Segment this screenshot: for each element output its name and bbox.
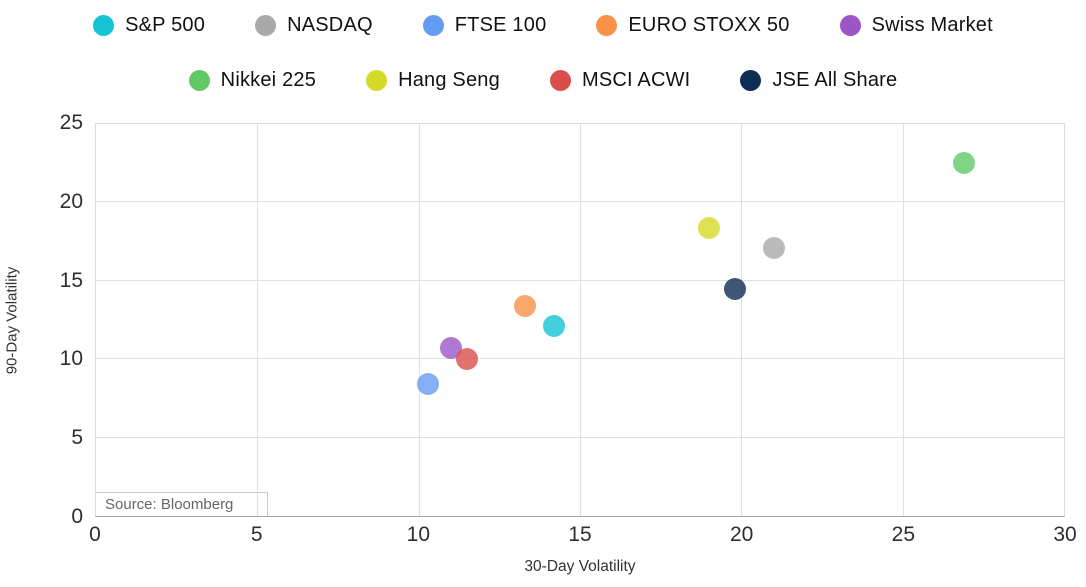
legend-item-jse-all-share[interactable]: JSE All Share [740, 69, 897, 92]
plot-area: Source: Bloomberg [95, 123, 1065, 517]
y-axis-ticks: 0 5 10 15 20 25 [0, 111, 83, 528]
y-tick-label: 10 [59, 347, 83, 371]
gridline-vertical [741, 124, 743, 516]
legend-swatch-ftse-100-icon [422, 14, 444, 36]
legend-item-hang-seng[interactable]: Hang Seng [366, 69, 500, 92]
gridline-vertical [418, 124, 420, 516]
legend-swatch-s-p-500-icon [93, 14, 115, 36]
gridline-horizontal [96, 358, 1064, 360]
y-tick-label: 15 [59, 268, 83, 292]
legend-item-s-p-500[interactable]: S&P 500 [93, 14, 205, 37]
legend-swatch-nikkei-225-icon [188, 69, 210, 91]
legend-swatch-nasdaq-icon [255, 14, 277, 36]
legend-swatch-jse-all-share-icon [740, 69, 762, 91]
x-axis-title: 30-Day Volatility [524, 558, 636, 575]
x-tick-label: 25 [891, 523, 916, 546]
point-hang-seng[interactable] [698, 216, 721, 239]
legend-swatch-msci-acwi-icon [549, 69, 571, 91]
legend-swatch-euro-stoxx-50-icon [596, 14, 618, 36]
gridline-horizontal [96, 436, 1064, 438]
source-note: Source: Bloomberg [105, 496, 234, 513]
x-axis-ticks: 0 5 10 15 20 25 30 [89, 523, 1077, 547]
source-annotation-box: Source: Bloomberg [96, 492, 268, 516]
point-euro-stoxx-50[interactable] [514, 294, 537, 317]
point-nasdaq[interactable] [762, 236, 785, 259]
legend-label: MSCI ACWI [581, 68, 691, 91]
y-axis-title: 90-Day Volatility [3, 266, 21, 375]
legend-row-2: Nikkei 225 Hang Seng MSCI ACWI JSE All Shar… [0, 66, 1086, 94]
legend-label: S&P 500 [125, 13, 206, 36]
y-tick-label: 25 [59, 111, 83, 134]
legend-label: Hang Seng [398, 68, 500, 91]
legend-label: Swiss Market [871, 13, 993, 36]
legend-label: JSE All Share [772, 68, 898, 91]
legend-item-ftse-100[interactable]: FTSE 100 [422, 13, 547, 37]
point-s-p-500[interactable] [543, 315, 566, 338]
gridline-vertical [257, 124, 259, 516]
legend-item-euro-stoxx-50[interactable]: EURO STOXX 50 [596, 14, 789, 37]
y-tick-label: 5 [71, 426, 83, 450]
x-tick-label: 10 [406, 523, 431, 546]
gridline-horizontal [96, 279, 1064, 281]
legend-item-swiss-market[interactable]: Swiss Market [839, 13, 993, 37]
x-tick-label: 20 [729, 523, 754, 546]
point-jse-all-share[interactable] [723, 277, 746, 300]
legend-label: Nikkei 225 [220, 68, 317, 91]
gridline-vertical [902, 124, 904, 516]
legend-label: FTSE 100 [454, 13, 547, 36]
legend-label: EURO STOXX 50 [628, 13, 790, 36]
point-ftse-100[interactable] [417, 373, 440, 396]
chart-legend: S&P 500 NASDAQ FTSE 100 EURO STOXX 50 Swiss … [0, 0, 1086, 94]
y-tick-label: 20 [59, 189, 83, 213]
point-msci-acwi[interactable] [456, 348, 479, 371]
gridline-horizontal [96, 201, 1064, 203]
point-nikkei-225[interactable] [952, 152, 975, 175]
legend-row-1: S&P 500 NASDAQ FTSE 100 EURO STOXX 50 Swiss … [0, 11, 1086, 39]
x-tick-label: 15 [568, 523, 592, 546]
legend-swatch-swiss-market-icon [839, 14, 861, 36]
legend-item-nikkei-225[interactable]: Nikkei 225 [188, 68, 317, 92]
x-tick-label: 0 [89, 523, 101, 546]
legend-label: NASDAQ [287, 13, 373, 36]
legend-item-msci-acwi[interactable]: MSCI ACWI [549, 68, 691, 92]
x-tick-label: 30 [1053, 523, 1077, 546]
y-tick-label: 0 [71, 505, 83, 528]
x-tick-label: 5 [250, 523, 263, 546]
legend-item-nasdaq[interactable]: NASDAQ [255, 14, 373, 37]
gridline-vertical [580, 124, 581, 516]
legend-swatch-hang-seng-icon [366, 69, 388, 91]
